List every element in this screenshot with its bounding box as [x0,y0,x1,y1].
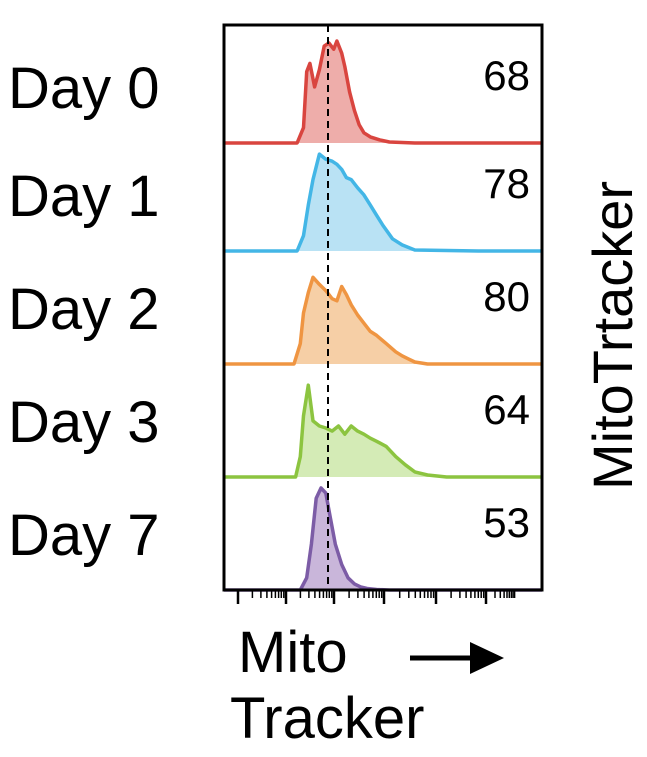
y-axis-side-title: MitoTrtacker [581,181,644,490]
histogram-fill-day-3 [224,385,542,477]
row-label: Day 0 [8,56,160,121]
histogram-line-day-1 [224,152,542,253]
histogram-fill-day-2 [224,277,542,364]
histogram-stack: 68 78 80 64 53 [224,39,542,592]
row-label: Day 3 [8,390,160,455]
percent-label: 78 [483,160,530,207]
histogram-fill-day-1 [224,154,542,251]
x-axis-title-line-1: Mito [238,620,348,685]
x-axis-ticks [236,590,516,604]
percent-label: 68 [483,52,530,99]
histogram-line-day-2 [224,275,542,366]
percent-label: 53 [483,499,530,546]
row-label: Day 7 [8,503,160,568]
histogram-line-day-3 [224,383,542,479]
percent-label: 80 [483,273,530,320]
row-label: Day 2 [8,277,160,342]
percent-label: 64 [483,386,530,433]
x-axis-title-line-2: Tracker [230,686,424,751]
row-labels: Day 0 Day 1 Day 2 Day 3 Day 7 [8,56,160,568]
arrow-right-icon [410,642,504,674]
row-label: Day 1 [8,164,160,229]
histogram-line-day-0 [224,39,542,145]
